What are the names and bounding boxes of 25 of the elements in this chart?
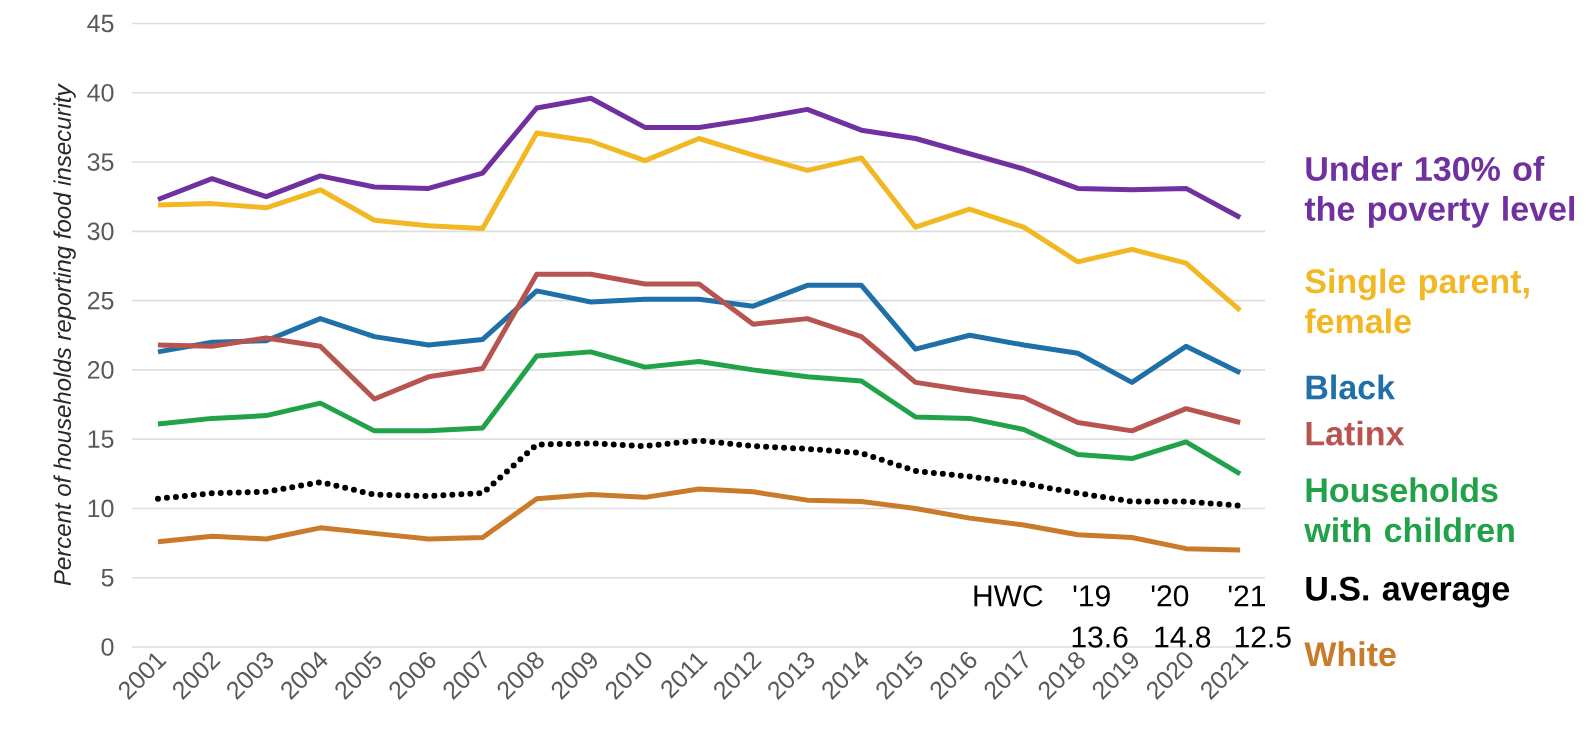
- y-tick-label: 0: [101, 638, 114, 656]
- y-tick-label: 30: [87, 222, 114, 241]
- y-tick-label: 5: [101, 568, 114, 587]
- y-tick-label: 45: [87, 14, 114, 33]
- annotation: 12.5: [1235, 626, 1291, 648]
- y-tick-label: 35: [87, 153, 114, 171]
- y-tick-label: 15: [88, 430, 114, 448]
- annotation: 14.8: [1155, 626, 1211, 648]
- annotation: '19: [1073, 585, 1110, 607]
- annotation: '20: [1151, 585, 1189, 607]
- y-tick-label: 10: [88, 499, 114, 518]
- annotation: 13.6: [1072, 626, 1128, 648]
- text: U.S. average: [1306, 576, 1510, 608]
- series-label: Households with children: [1304, 477, 1514, 543]
- series-label: Black: [1306, 374, 1396, 400]
- text: White: [1304, 641, 1396, 667]
- series-label: Under 130% of the poverty level: [1304, 156, 1574, 228]
- y-tick-label: 20: [87, 361, 114, 379]
- annotation: HWC: [974, 585, 1043, 607]
- y-tick-label: 25: [87, 291, 114, 310]
- series-label: Latinx: [1306, 420, 1405, 446]
- annotation: '21: [1228, 585, 1265, 607]
- series-label: Single parent, female: [1304, 268, 1529, 334]
- y-axis-title: Percent of households reporting food insecurity: [53, 83, 76, 586]
- y-tick-label: 40: [87, 83, 114, 102]
